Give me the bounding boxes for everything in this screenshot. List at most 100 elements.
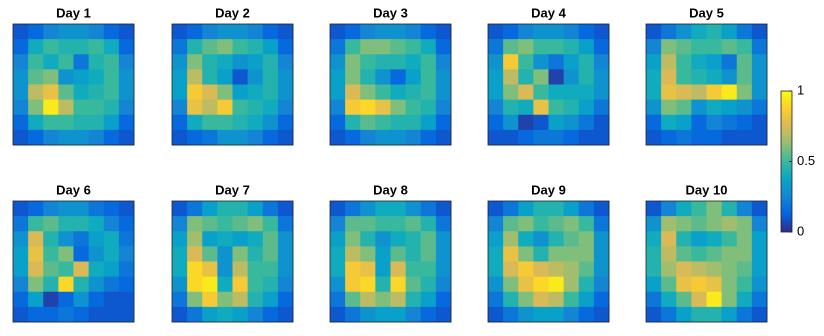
heatmap-cell: [13, 291, 29, 308]
panel-title: Day 10: [686, 182, 728, 197]
heatmap-cell: [706, 216, 723, 232]
heatmap-cell: [187, 129, 203, 146]
heatmap-cell: [661, 84, 677, 101]
heatmap-cell: [661, 216, 677, 232]
heatmap-cell: [563, 276, 580, 293]
heatmap-cell: [706, 291, 723, 308]
heatmap-cell: [217, 216, 233, 232]
heatmap-cell: [43, 306, 59, 323]
heatmap-cell: [43, 54, 59, 70]
heatmap-cell: [706, 24, 723, 40]
heatmap-cell: [691, 84, 707, 101]
heatmap-cell: [360, 216, 376, 232]
panel-frame: [171, 23, 294, 146]
heatmap-cell: [277, 306, 294, 323]
heatmap-cell: [706, 261, 723, 278]
heatmap-cell: [503, 54, 519, 70]
heatmap-cell: [43, 129, 59, 146]
heatmap-cell: [103, 54, 120, 70]
heatmap-cell: [736, 24, 753, 40]
heatmap-cell: [118, 129, 135, 146]
heatmap-cell: [751, 84, 768, 101]
heatmap-cell: [533, 216, 549, 232]
heatmap-cell: [646, 261, 662, 278]
heatmap-cell: [691, 69, 707, 85]
heatmap-cell: [375, 54, 391, 70]
heatmap-cell: [28, 306, 44, 323]
heatmap-cell: [28, 69, 44, 85]
heatmap-cell: [345, 114, 361, 131]
heatmap-cell: [435, 291, 452, 308]
heatmap-cell: [518, 306, 534, 323]
heatmap-cell: [503, 201, 519, 217]
heatmap-cell: [247, 306, 264, 323]
heatmap-cell: [405, 201, 422, 217]
heatmap-cell: [488, 306, 504, 323]
heatmap-cell: [518, 276, 534, 293]
heatmap-cell: [578, 246, 595, 262]
heatmap-cell: [405, 54, 422, 70]
heatmap-cell: [390, 201, 407, 217]
heatmap-cell: [118, 306, 135, 323]
heatmap-cell: [375, 69, 391, 85]
heatmap-cell: [13, 306, 29, 323]
heatmap-cell: [217, 84, 233, 101]
heatmap-cell: [217, 291, 233, 308]
heatmap-cell: [593, 24, 610, 40]
heatmap-cell: [488, 246, 504, 262]
heatmap-cell: [187, 69, 203, 85]
heatmap-cell: [405, 69, 422, 85]
colorbar-tick-label: 0.5: [797, 153, 815, 168]
heatmap-cell: [578, 201, 595, 217]
heatmap-cell: [548, 69, 565, 85]
heatmap-cell: [375, 129, 391, 146]
heatmap-cell: [277, 231, 294, 247]
heatmap-cell: [390, 261, 407, 278]
heatmap-cell: [172, 291, 188, 308]
heatmap-cell: [277, 261, 294, 278]
heatmap-cell: [360, 39, 376, 55]
heatmap-cell: [420, 114, 437, 131]
heatmap-cell: [118, 276, 135, 293]
heatmap-cell: [262, 201, 279, 217]
heatmap-cell: [360, 246, 376, 262]
heatmap-cell: [375, 276, 391, 293]
heatmap-cell: [43, 216, 59, 232]
heatmap-cell: [172, 54, 188, 70]
heatmap-cell: [721, 114, 738, 131]
panel-title: Day 8: [373, 182, 408, 197]
heatmap-cell: [405, 129, 422, 146]
heatmap-cell: [360, 129, 376, 146]
panel-frame: [487, 200, 610, 323]
heatmap-cell: [751, 99, 768, 116]
heatmap-cell: [172, 216, 188, 232]
heatmap-cell: [247, 246, 264, 262]
heatmap-cell: [43, 114, 59, 131]
heatmap-cell: [646, 306, 662, 323]
heatmap-cell: [751, 24, 768, 40]
heatmap-cell: [593, 276, 610, 293]
heatmap-cell: [345, 276, 361, 293]
heatmap-cell: [548, 276, 565, 293]
heatmap-cell: [563, 306, 580, 323]
heatmap-cell: [518, 24, 534, 40]
heatmap-cell: [420, 39, 437, 55]
heatmap-cell: [488, 84, 504, 101]
heatmap-cell: [533, 114, 549, 131]
heatmap-cell: [88, 276, 105, 293]
heatmap-cell: [661, 99, 677, 116]
heatmap-cell: [563, 99, 580, 116]
heatmap-cell: [202, 246, 218, 262]
heatmap-cell: [646, 39, 662, 55]
heatmap-cell: [28, 99, 44, 116]
panel-frame: [12, 23, 135, 146]
heatmap-cell: [262, 24, 279, 40]
heatmap-cell: [736, 306, 753, 323]
heatmap-cell: [28, 84, 44, 101]
panel-frame: [329, 200, 452, 323]
heatmap-cell: [420, 276, 437, 293]
heatmap-cell: [43, 201, 59, 217]
heatmap-cell: [533, 129, 549, 146]
heatmap-cell: [691, 216, 707, 232]
heatmap-cell: [103, 291, 120, 308]
